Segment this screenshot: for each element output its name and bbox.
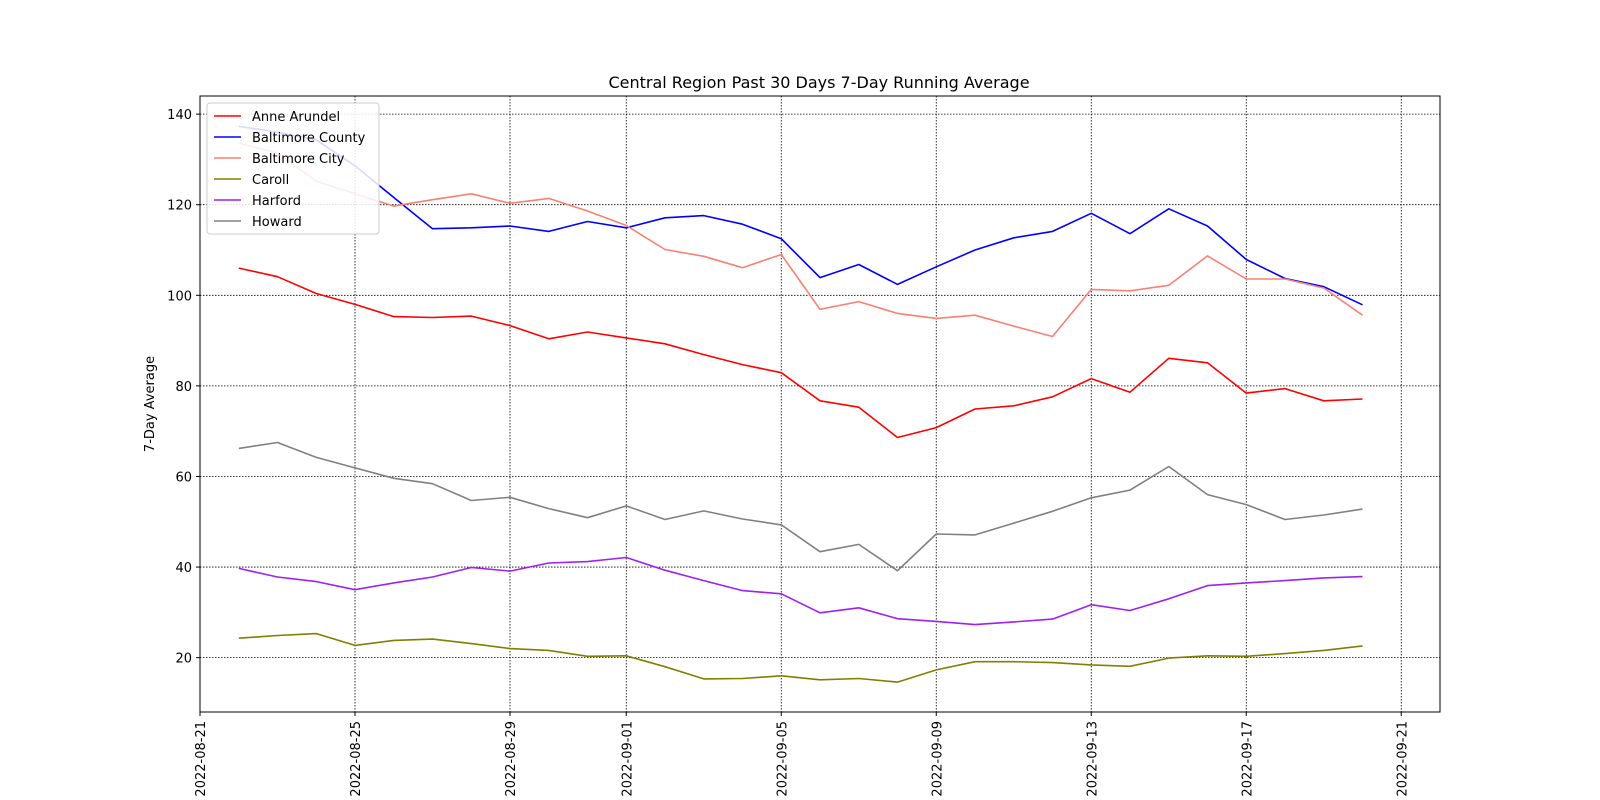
y-axis: 20 40 60 80 100 120 140	[167, 108, 200, 667]
legend: Anne Arundel Baltimore County Baltimore Ci…	[206, 102, 380, 235]
plot-frame	[199, 95, 1441, 713]
x-tick-label: 2022-09-09	[930, 721, 945, 797]
series-line-baltimore-city	[238, 142, 1363, 338]
y-tick-label: 140	[167, 108, 192, 123]
grid-lines	[199, 96, 1440, 712]
legend-box	[206, 102, 380, 235]
y-tick-label: 80	[175, 380, 192, 395]
series-line-howard	[238, 441, 1363, 572]
series-line-baltimore-county	[238, 125, 1363, 306]
y-axis-label: 7-Day Average	[143, 356, 158, 452]
x-tick-label: 2022-08-25	[349, 721, 364, 797]
x-tick-label: 2022-09-01	[620, 721, 635, 797]
x-tick-label: 2022-08-29	[504, 721, 519, 797]
x-tick-label: 2022-09-21	[1395, 721, 1410, 797]
legend-label-anne-arundel: Anne Arundel	[252, 110, 340, 125]
y-tick-label: 120	[167, 199, 192, 214]
x-tick-label: 2022-09-13	[1085, 721, 1100, 797]
series-line-caroll	[238, 632, 1363, 683]
series-lines	[238, 125, 1363, 683]
x-tick-label: 2022-09-17	[1240, 721, 1255, 797]
legend-label-baltimore-city: Baltimore City	[252, 152, 345, 167]
legend-label-caroll: Caroll	[252, 173, 289, 188]
series-line-harford	[238, 556, 1363, 626]
legend-label-harford: Harford	[252, 194, 301, 209]
x-tick-label: 2022-09-05	[775, 721, 790, 797]
y-tick-label: 60	[175, 470, 192, 485]
chart-title: Central Region Past 30 Days 7-Day Runnin…	[608, 73, 1029, 92]
y-tick-label: 100	[167, 289, 192, 304]
y-tick-label: 40	[175, 561, 192, 576]
y-tick-label: 20	[175, 652, 192, 667]
series-line-anne-arundel	[238, 267, 1363, 439]
x-tick-label: 2022-08-21	[194, 721, 209, 797]
legend-label-howard: Howard	[252, 215, 302, 230]
x-axis: 2022-08-21 2022-08-25 2022-08-29 2022-09-01…	[194, 712, 1410, 797]
legend-label-baltimore-county: Baltimore County	[252, 131, 366, 146]
